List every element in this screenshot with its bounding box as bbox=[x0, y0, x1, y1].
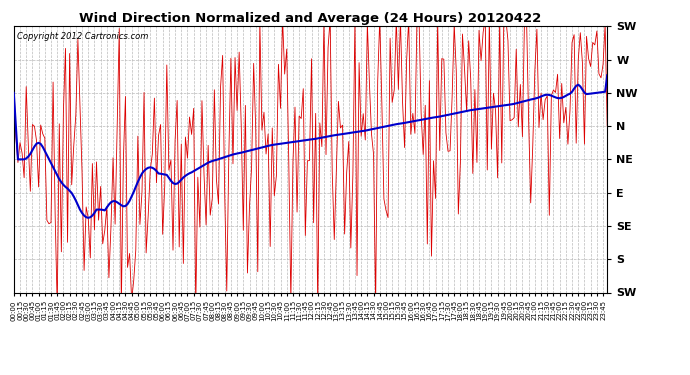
Title: Wind Direction Normalized and Average (24 Hours) 20120422: Wind Direction Normalized and Average (2… bbox=[79, 12, 542, 25]
Text: Copyright 2012 Cartronics.com: Copyright 2012 Cartronics.com bbox=[17, 32, 148, 40]
